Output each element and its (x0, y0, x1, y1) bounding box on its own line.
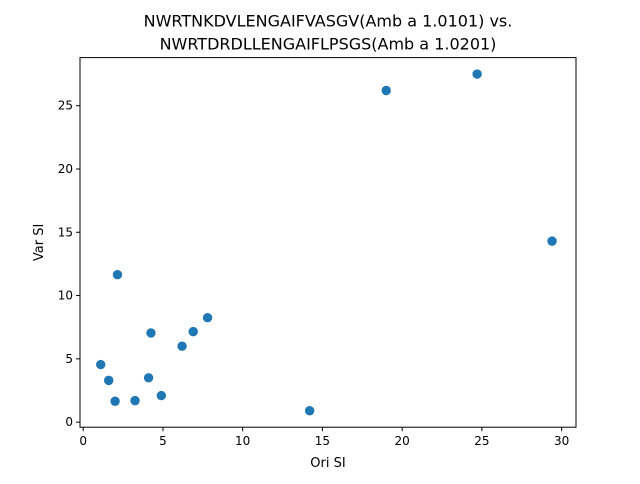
scatter-point (156, 390, 167, 401)
scatter-point (110, 396, 120, 406)
scatter-point (381, 85, 391, 96)
scatter-point (547, 236, 557, 246)
y-tick-label: 10 (58, 289, 73, 303)
y-axis-ticks: 0 5 10 15 20 25 (58, 99, 80, 429)
scatter-point (130, 395, 140, 406)
scatter-points (96, 69, 557, 416)
x-tick-label: 20 (395, 434, 410, 448)
x-axis-ticks: 0 5 10 15 20 25 30 (79, 427, 569, 448)
scatter-point (143, 373, 154, 383)
plot-frame (79, 57, 577, 428)
x-tick-label: 0 (79, 434, 87, 448)
y-tick-label: 25 (58, 99, 73, 113)
chart-title-line-1: NWRTNKDVLENGAIFVASGV(Amb a 1.0101) vs. (144, 12, 513, 31)
scatter-point (202, 313, 213, 323)
scatter-point (188, 326, 198, 337)
scatter-point (104, 375, 114, 386)
chart-title-line-2: NWRTDRDLLENGAIFLPSGS(Amb a 1.0201) (160, 35, 497, 54)
y-tick-label: 20 (58, 162, 73, 176)
x-tick-label: 25 (474, 434, 489, 448)
scatter-point (177, 341, 187, 351)
scatter-point (96, 359, 106, 370)
scatter-point (146, 328, 156, 338)
x-tick-label: 10 (235, 434, 250, 448)
scatter-point (304, 406, 315, 416)
y-axis-label: Var SI (32, 224, 47, 261)
scatter-point (472, 69, 482, 79)
x-tick-label: 30 (554, 434, 569, 448)
x-axis-label: Ori SI (310, 456, 345, 471)
x-tick-label: 15 (315, 434, 330, 448)
x-tick-label: 5 (159, 434, 167, 448)
y-tick-label: 5 (65, 352, 73, 366)
y-tick-label: 15 (58, 225, 73, 239)
y-tick-label: 0 (65, 415, 73, 429)
scatter-point (112, 269, 123, 280)
